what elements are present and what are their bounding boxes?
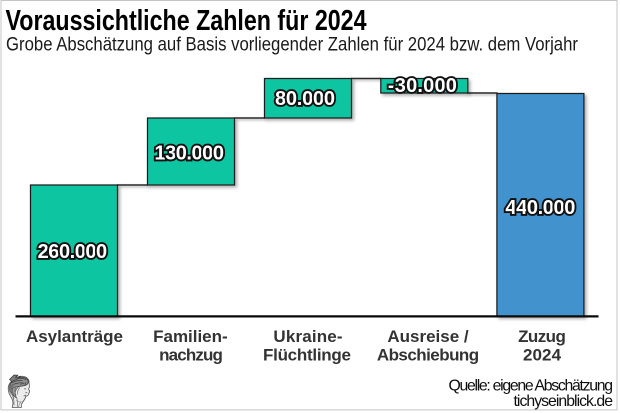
svg-text:Flüchtlinge: Flüchtlinge bbox=[263, 346, 351, 365]
svg-text:2024: 2024 bbox=[523, 346, 562, 365]
svg-text:Grobe Abschätzung auf Basis vo: Grobe Abschätzung auf Basis vorliegender… bbox=[6, 34, 578, 56]
svg-text:Ausreise /: Ausreise / bbox=[387, 327, 469, 346]
svg-text:Quelle: eigene Abschätzung: Quelle: eigene Abschätzung bbox=[449, 377, 614, 394]
svg-text:Abschiebung: Abschiebung bbox=[377, 346, 479, 365]
svg-text:Asylanträge: Asylanträge bbox=[26, 327, 123, 346]
svg-text:260.000: 260.000 bbox=[38, 241, 107, 263]
svg-text:Familien-: Familien- bbox=[153, 327, 228, 346]
svg-text:130.000: 130.000 bbox=[154, 142, 224, 164]
svg-text:Zuzug: Zuzug bbox=[518, 327, 566, 346]
svg-text:440.000: 440.000 bbox=[505, 197, 575, 219]
svg-text:-30.000: -30.000 bbox=[388, 75, 457, 97]
svg-text:tichyseinblick.de: tichyseinblick.de bbox=[514, 393, 614, 410]
svg-text:Voraussichtliche Zahlen für 20: Voraussichtliche Zahlen für 2024 bbox=[6, 5, 367, 37]
svg-text:Ukraine-: Ukraine- bbox=[273, 327, 342, 346]
svg-text:80.000: 80.000 bbox=[275, 88, 335, 110]
svg-text:nachzug: nachzug bbox=[159, 346, 223, 365]
